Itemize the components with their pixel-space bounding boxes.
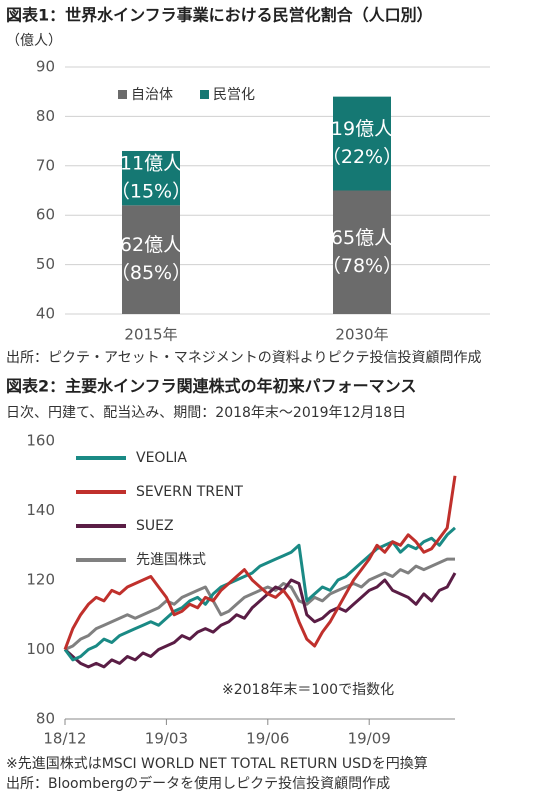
bar-segment bbox=[122, 150, 180, 206]
value-label: 11億人 bbox=[120, 153, 182, 175]
x-tick-label: 18/12 bbox=[43, 730, 86, 748]
value-label: 62億人 bbox=[120, 234, 182, 256]
y-tick-label: 40 bbox=[36, 305, 55, 323]
chart-title: 図表2：主要水インフラ関連株式の年初来パフォーマンス bbox=[6, 377, 416, 396]
y-tick-label: 100 bbox=[26, 640, 55, 658]
legend-label: VEOLIA bbox=[136, 450, 187, 466]
legend-label: SUEZ bbox=[136, 518, 174, 534]
y-tick-label: 70 bbox=[36, 156, 55, 174]
x-tick-label: 2015年 bbox=[124, 326, 177, 344]
y-tick-label: 60 bbox=[36, 206, 55, 224]
series-line bbox=[64, 557, 455, 651]
subtitle: 日次、円建て、配当込み、期間：2018年末～2019年12月18日 bbox=[6, 405, 406, 421]
note: 出所：Bloombergのデータを使用しピクテ投信投資顧問作成 bbox=[6, 775, 390, 792]
value-label: 65億人 bbox=[331, 227, 393, 249]
bar-segment bbox=[333, 190, 391, 314]
legend-label: 自治体 bbox=[131, 87, 173, 103]
x-tick-label: 19/03 bbox=[145, 730, 188, 748]
share-label: （85%） bbox=[111, 262, 191, 284]
y-tick-label: 50 bbox=[36, 255, 55, 273]
annotation: ※2018年末＝100で指数化 bbox=[222, 682, 394, 698]
share-label: （22%） bbox=[322, 146, 402, 168]
source: 出所：ピクテ・アセット・マネジメントの資料よりピクテ投信投資顧問作成 bbox=[6, 350, 481, 366]
x-tick-label: 2030年 bbox=[335, 326, 388, 344]
y-tick-label: 120 bbox=[26, 571, 55, 589]
legend-label: 民営化 bbox=[213, 87, 255, 103]
share-label: （78%） bbox=[322, 255, 402, 277]
x-tick-label: 19/06 bbox=[246, 730, 289, 748]
y-tick-label: 140 bbox=[26, 501, 55, 519]
legend-label: 先進国株式 bbox=[136, 552, 206, 568]
series-line bbox=[63, 526, 456, 662]
x-tick-label: 19/09 bbox=[348, 730, 391, 748]
note: ※先進国株式はMSCI WORLD NET TOTAL RETURN USDを円… bbox=[6, 756, 428, 772]
bar-segment bbox=[333, 96, 391, 191]
y-tick-label: 90 bbox=[36, 58, 55, 76]
bar-segment bbox=[122, 205, 180, 314]
y-axis-label: （億人） bbox=[6, 33, 62, 49]
value-label: 19億人 bbox=[331, 118, 393, 140]
y-tick-label: 80 bbox=[36, 710, 55, 728]
legend-label: SEVERN TRENT bbox=[136, 484, 243, 500]
legend-swatch bbox=[200, 90, 209, 99]
series-line bbox=[63, 572, 457, 669]
chart-title: 図表1：世界水インフラ事業における民営化割合（人口別） bbox=[6, 6, 433, 25]
series-line bbox=[63, 475, 457, 651]
y-tick-label: 160 bbox=[26, 432, 55, 450]
legend-swatch bbox=[118, 90, 127, 99]
share-label: （15%） bbox=[111, 181, 191, 203]
y-tick-label: 80 bbox=[36, 107, 55, 125]
